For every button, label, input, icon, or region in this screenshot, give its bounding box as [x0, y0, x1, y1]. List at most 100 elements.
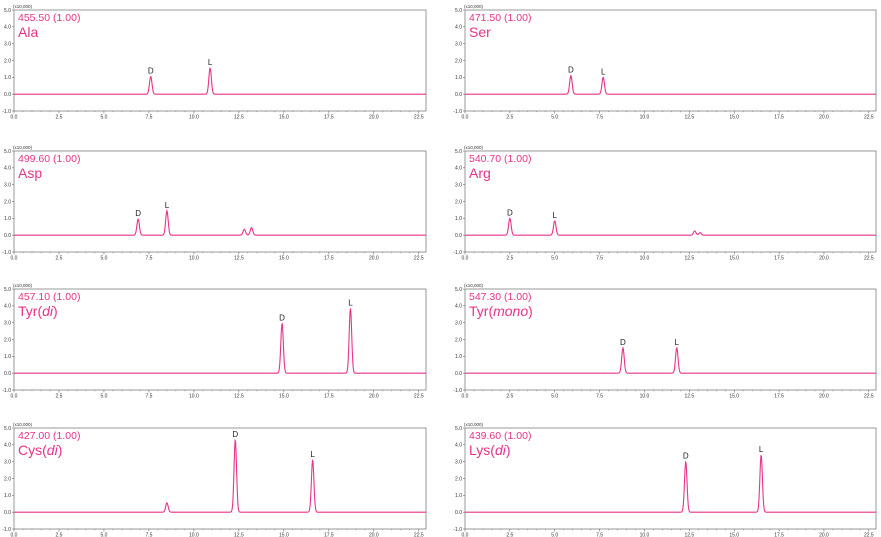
plot-frame [13, 9, 427, 112]
amino-acid-name: Lys( [469, 442, 495, 458]
x-tick-label: 10.0 [640, 533, 650, 537]
chart-panel: (x10,000)5.04.03.02.01.00.0-1.00.0 2.5 5.0… [2, 4, 427, 121]
x-tick-label: 22.5 [414, 256, 424, 262]
peak-label: L [553, 211, 558, 220]
mass-label: 455.50 (1.00) [18, 12, 80, 24]
y-tick-label: 2.0 [4, 58, 11, 64]
amino-acid-modifier: di [47, 442, 59, 458]
x-tick-label: 12.5 [684, 256, 694, 262]
chart-panel: (x10,000)5.04.03.02.01.00.0-1.00.0 2.5 5.0… [2, 145, 427, 262]
x-tick-label: 2.5 [506, 533, 513, 537]
x-tick-label: 22.5 [414, 394, 424, 400]
amino-acid-close: ) [58, 442, 63, 458]
y-tick-label: 0.0 [4, 233, 11, 239]
peak-label: L [675, 338, 680, 347]
x-tick-label: 7.5 [596, 394, 603, 400]
x-tick-label: 5.0 [551, 394, 558, 400]
y-tick-label: 5.0 [4, 426, 11, 432]
y-tick-label: 3.0 [455, 182, 462, 188]
y-tick-label: 0.0 [4, 92, 11, 98]
x-tick-label: 20.0 [819, 394, 829, 400]
chromatogram-trace [465, 454, 876, 513]
y-tick-label: 4.0 [4, 25, 11, 31]
amino-acid-label: Asp [18, 165, 42, 181]
amino-acid-label: Tyr(mono) [469, 303, 533, 319]
x-tick-label: 15.0 [729, 115, 739, 121]
x-tick-label: 10.0 [189, 394, 199, 400]
chromatogram-trace [465, 346, 876, 374]
amino-acid-name: Tyr( [469, 303, 493, 319]
chromatogram-trace [465, 217, 876, 236]
y-tick-label: 0.0 [455, 510, 462, 516]
chart-panel: (x10,000)5.04.03.02.01.00.0-1.00.0 2.5 5.0… [453, 145, 877, 262]
x-tick-label: 2.5 [506, 115, 513, 121]
y-tick-label: 5.0 [4, 287, 11, 293]
x-tick-label: 20.0 [819, 115, 829, 121]
y-tick-label: 4.0 [4, 304, 11, 310]
x-tick-label: 20.0 [369, 533, 379, 537]
peak-label: L [310, 450, 315, 459]
x-tick-label: 17.5 [324, 394, 334, 400]
x-tick-label: 10.0 [640, 256, 650, 262]
peak-label: L [208, 58, 213, 67]
y-tick-label: 2.0 [455, 199, 462, 205]
y-tick-label: 5.0 [4, 8, 11, 14]
x-tick-label: 12.5 [684, 533, 694, 537]
y-tick-label: 3.0 [4, 41, 11, 47]
plot-frame [464, 427, 877, 530]
y-scale-label: (x10,000) [13, 283, 33, 288]
chromatogram-trace [465, 74, 876, 95]
chromatogram-trace [14, 308, 426, 374]
x-tick-label: 17.5 [774, 115, 784, 121]
peak-label: D [279, 314, 285, 323]
amino-acid-name: Cys( [18, 442, 47, 458]
x-tick-label: 22.5 [864, 115, 874, 121]
mass-label: 457.10 (1.00) [18, 291, 80, 303]
y-tick-label: -1.0 [453, 527, 462, 533]
x-tick-label: 20.0 [369, 115, 379, 121]
y-tick-label: 1.0 [4, 354, 11, 360]
x-tick-label: 2.5 [506, 394, 513, 400]
x-tick-label: 5.0 [551, 115, 558, 121]
x-tick-label: 15.0 [729, 394, 739, 400]
y-tick-label: -1.0 [453, 250, 462, 256]
y-tick-label: 0.0 [4, 510, 11, 516]
x-tick-label: 5.0 [100, 256, 107, 262]
x-tick-label: 5.0 [100, 115, 107, 121]
x-tick-label: 2.5 [56, 394, 63, 400]
peak-label: D [232, 430, 238, 439]
x-tick-label: 5.0 [100, 533, 107, 537]
x-tick-label: 0.0 [462, 256, 469, 262]
x-tick-label: 10.0 [640, 394, 650, 400]
y-tick-label: 1.0 [4, 216, 11, 222]
x-tick-label: 0.0 [11, 115, 18, 121]
peak-label: D [135, 209, 141, 218]
x-tick-label: 15.0 [279, 256, 289, 262]
y-tick-label: -1.0 [2, 388, 11, 394]
amino-acid-label: Arg [469, 165, 491, 181]
y-scale-label: (x10,000) [464, 283, 484, 288]
plot-frame [13, 150, 427, 253]
mass-label: 499.60 (1.00) [18, 153, 80, 165]
x-tick-label: 12.5 [684, 394, 694, 400]
y-tick-label: -1.0 [2, 527, 11, 533]
plot-frame [464, 9, 877, 112]
y-tick-label: 1.0 [4, 493, 11, 499]
y-tick-label: 3.0 [455, 320, 462, 326]
amino-acid-name: Tyr( [18, 303, 42, 319]
x-tick-label: 17.5 [324, 256, 334, 262]
peak-label: D [568, 66, 574, 75]
y-tick-label: 2.0 [455, 58, 462, 64]
y-tick-label: -1.0 [2, 250, 11, 256]
plot-frame [13, 427, 427, 530]
mass-label: 427.00 (1.00) [18, 430, 80, 442]
x-tick-label: 7.5 [145, 115, 152, 121]
chart-panel: (x10,000)5.04.03.02.01.00.0-1.00.0 2.5 5.0… [453, 283, 877, 400]
x-tick-label: 10.0 [189, 115, 199, 121]
y-scale-label: (x10,000) [13, 4, 33, 9]
y-tick-label: 4.0 [455, 25, 462, 31]
y-tick-label: 2.0 [4, 337, 11, 343]
x-tick-label: 0.0 [462, 394, 469, 400]
chart-panel: (x10,000)5.04.03.02.01.00.0-1.00.0 2.5 5.0… [453, 4, 877, 121]
x-tick-label: 15.0 [279, 115, 289, 121]
